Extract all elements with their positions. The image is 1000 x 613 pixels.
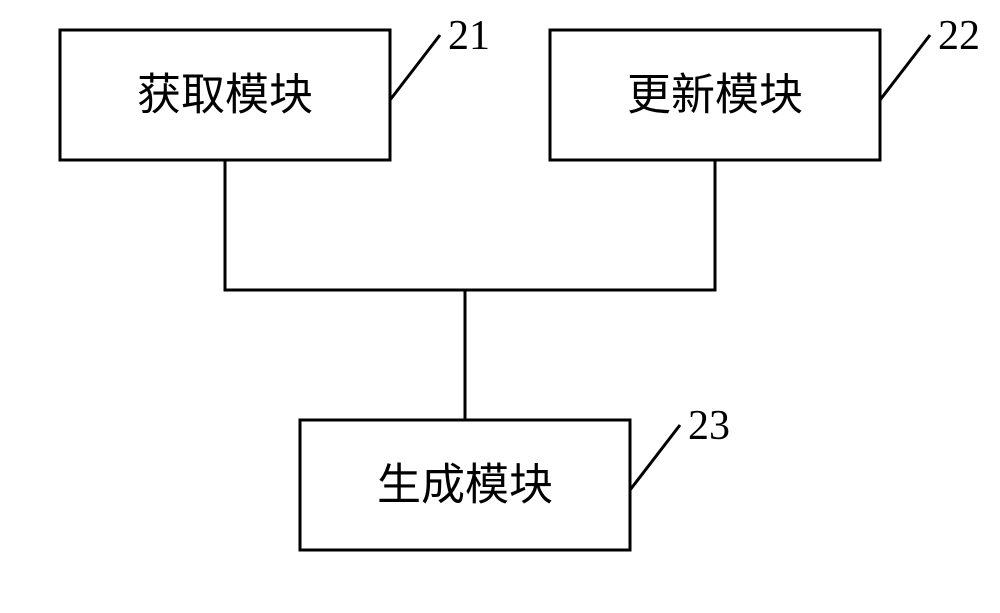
block-diagram: 获取模块 21 更新模块 22 生成模块 23 — [0, 0, 1000, 613]
callout-number-update: 22 — [938, 13, 980, 59]
callout-line-update — [880, 35, 930, 100]
connector-0 — [225, 160, 715, 290]
callout-line-acquire — [390, 35, 440, 100]
callout-line-generate — [630, 425, 680, 490]
node-label-acquire: 获取模块 — [137, 71, 313, 120]
node-label-generate: 生成模块 — [377, 461, 553, 510]
callout-number-acquire: 21 — [448, 13, 490, 59]
node-label-update: 更新模块 — [627, 71, 803, 120]
callout-number-generate: 23 — [688, 403, 730, 449]
